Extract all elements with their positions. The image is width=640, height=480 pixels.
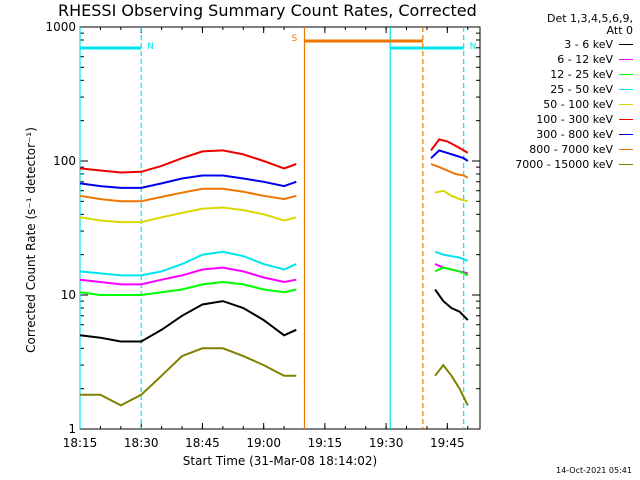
x-tick-label: 19:45 <box>430 436 465 450</box>
legend-header-line-1: Det 1,3,4,5,6,9, <box>546 12 633 25</box>
legend-swatch <box>619 73 633 76</box>
series-line-7 <box>79 187 297 203</box>
legend-swatch <box>619 58 633 61</box>
legend-label: 100 - 300 keV <box>536 113 613 126</box>
legend-entry: 3 - 6 keV <box>483 37 633 52</box>
legend-header-line-2: Att 0 <box>606 24 633 37</box>
legend-entry: 800 - 7000 keV <box>483 142 633 157</box>
legend-swatch <box>619 148 633 151</box>
series-line-5 <box>430 138 469 154</box>
legend-label: 25 - 50 keV <box>550 83 613 96</box>
series-line-5 <box>79 149 297 174</box>
legend-entry: 6 - 12 keV <box>483 52 633 67</box>
legend-entry: 12 - 25 keV <box>483 67 633 82</box>
series-line-8 <box>434 363 469 406</box>
series-line-3 <box>79 250 297 277</box>
legend-label: 50 - 100 keV <box>543 98 613 111</box>
y-tick-label: 10 <box>60 288 76 302</box>
series-line-6 <box>79 174 297 189</box>
legend-entry: 300 - 800 keV <box>483 127 633 142</box>
x-tick-label: 19:15 <box>307 436 343 450</box>
observation-markers <box>79 27 465 429</box>
x-tick-label: 18:15 <box>62 436 98 450</box>
legend-swatch <box>619 43 633 46</box>
legend-entry: 25 - 50 keV <box>483 82 633 97</box>
series-line-7 <box>430 163 469 179</box>
series-line-0 <box>79 300 297 343</box>
axis-ticks <box>79 26 480 430</box>
x-axis-label: Start Time (31-Mar-08 18:14:02) <box>182 454 378 468</box>
legend-label: 800 - 7000 keV <box>529 143 613 156</box>
chart-title: RHESSI Observing Summary Count Rates, Co… <box>58 1 477 20</box>
legend-swatch <box>619 88 633 91</box>
legend-label: 7000 - 15000 keV <box>515 158 613 171</box>
series-line-6 <box>430 149 469 162</box>
legend-swatch <box>619 163 633 166</box>
series-line-4 <box>434 189 469 203</box>
x-tick-label: 19:30 <box>368 436 404 450</box>
marker-label: N <box>469 42 477 52</box>
legend-swatch <box>619 103 633 106</box>
marker-label: N <box>147 42 154 52</box>
series-line-0 <box>434 288 469 321</box>
legend-entry: 7000 - 15000 keV <box>483 157 633 172</box>
x-tick-label: 18:30 <box>123 436 159 450</box>
series-line-2 <box>79 280 297 296</box>
series-line-3 <box>434 250 469 262</box>
legend: Det 1,3,4,5,6,9, Att 0 3 - 6 keV 6 - 12 k… <box>483 13 633 172</box>
x-tick-label: 18:45 <box>185 436 220 450</box>
series-line-4 <box>79 206 297 224</box>
legend-entry: 100 - 300 keV <box>483 112 633 127</box>
timestamp: 14-Oct-2021 05:41 <box>556 466 632 475</box>
legend-label: 6 - 12 keV <box>557 53 613 66</box>
plot-frame <box>79 26 481 430</box>
series-line-2 <box>434 266 469 277</box>
legend-label: 300 - 800 keV <box>536 128 613 141</box>
y-tick-label: 100 <box>53 154 76 168</box>
x-tick-label: 19:00 <box>246 436 281 450</box>
legend-label: 12 - 25 keV <box>550 68 613 81</box>
legend-entry: 50 - 100 keV <box>483 97 633 112</box>
legend-swatch <box>619 133 633 136</box>
marker-label: S <box>291 34 298 44</box>
legend-swatch <box>619 118 633 121</box>
series-lines <box>79 138 469 407</box>
y-tick-label: 1000 <box>45 20 76 34</box>
series-line-8 <box>80 347 297 407</box>
legend-label: 3 - 6 keV <box>564 38 613 51</box>
series-line-1 <box>79 266 297 286</box>
y-tick-label: 1 <box>68 422 76 436</box>
